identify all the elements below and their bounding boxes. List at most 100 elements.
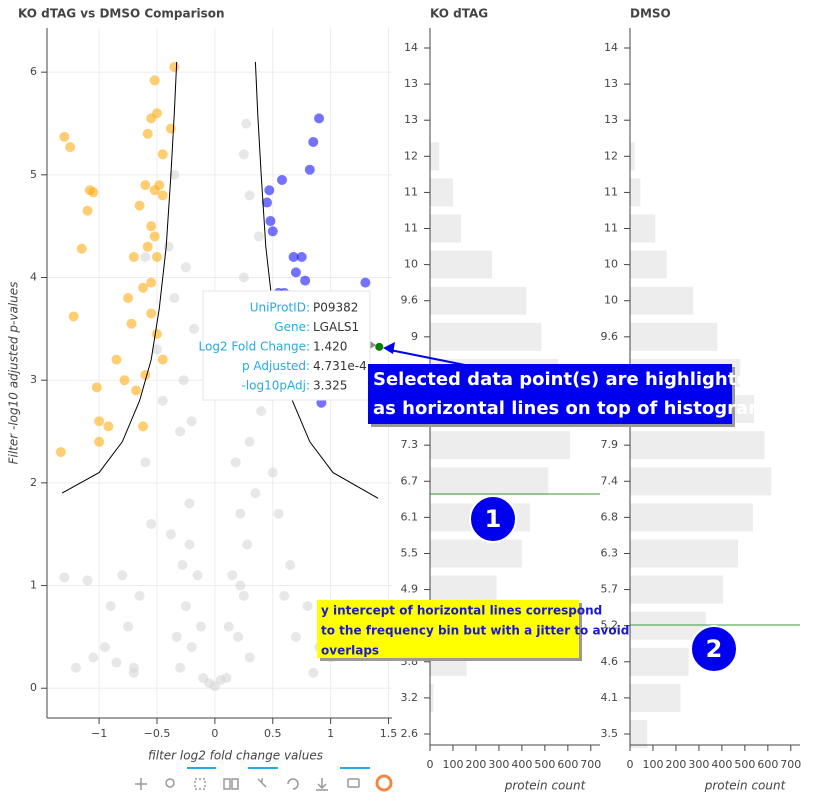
point <box>169 169 180 180</box>
chart-title: DMSO <box>630 7 671 21</box>
point <box>59 131 70 142</box>
y-tick-label: 4.1 <box>601 691 619 704</box>
point <box>169 62 180 73</box>
point <box>244 436 255 447</box>
point <box>360 277 371 288</box>
point <box>142 128 153 139</box>
point <box>180 262 191 273</box>
hover-tool[interactable] <box>347 778 360 788</box>
point <box>267 226 278 237</box>
point <box>253 231 264 242</box>
bar <box>630 322 718 351</box>
x-tick-label: −0.5 <box>144 727 171 740</box>
bar <box>630 575 724 604</box>
point <box>157 395 168 406</box>
x-tick-label: 300 <box>688 758 709 771</box>
point <box>288 251 299 262</box>
point <box>128 662 139 673</box>
y-tick-label: 11 <box>404 185 418 198</box>
y-tick-label: 9 <box>411 330 418 343</box>
y-tick-label: 14 <box>404 41 418 54</box>
badge-label: 1 <box>485 505 502 533</box>
tooltip-value: 4.731e-4 <box>313 359 367 373</box>
point <box>267 467 278 478</box>
x-tick-label: 600 <box>757 758 778 771</box>
point <box>180 601 191 612</box>
tap-tool[interactable] <box>257 778 267 788</box>
point <box>175 426 186 437</box>
x-axis-label: protein count <box>704 779 787 793</box>
y-tick-label: 13 <box>604 113 618 126</box>
reset-tool[interactable] <box>287 778 299 790</box>
y-tick-label: 2 <box>30 476 37 489</box>
bokeh-logo[interactable] <box>375 774 393 792</box>
point <box>242 539 253 550</box>
y-tick-label: 12 <box>404 149 418 162</box>
point <box>88 652 99 663</box>
y-tick-label: 13 <box>404 113 418 126</box>
x-tick-label: 0 <box>427 758 434 771</box>
x-tick-label: 0 <box>211 727 218 740</box>
bar <box>430 467 549 496</box>
point <box>140 457 151 468</box>
bar <box>630 250 667 279</box>
point <box>68 311 79 322</box>
point <box>151 251 162 262</box>
y-tick-label: 6.1 <box>401 510 419 523</box>
threshold-curve <box>61 61 178 494</box>
point <box>138 282 149 293</box>
y-tick-label: 5.5 <box>401 546 419 559</box>
y-axis-label: Filter -log10 adjusted p-values <box>7 282 21 465</box>
point <box>88 187 99 198</box>
point <box>146 308 157 319</box>
point <box>304 164 315 175</box>
point <box>184 539 195 550</box>
zoom-tool[interactable] <box>165 778 175 788</box>
point <box>273 508 284 519</box>
x-tick-label: 500 <box>534 758 555 771</box>
y-tick-label: 7.4 <box>601 474 619 487</box>
save-tool[interactable] <box>316 778 328 791</box>
bar <box>430 683 434 712</box>
callout-arrowhead <box>383 342 395 354</box>
selected-point <box>375 342 384 351</box>
point <box>227 570 238 581</box>
point <box>151 108 162 119</box>
x-tick-label: −1 <box>91 727 107 740</box>
badge-label: 2 <box>706 635 723 663</box>
bar <box>430 214 462 243</box>
point <box>308 667 319 678</box>
box-select-tool[interactable] <box>194 778 206 790</box>
point <box>244 652 255 663</box>
point <box>163 241 174 252</box>
pan-tool[interactable] <box>135 778 147 790</box>
point <box>70 662 81 673</box>
point <box>241 118 252 129</box>
point <box>285 560 296 571</box>
point <box>290 631 301 642</box>
point <box>314 113 325 124</box>
x-axis-label: filter log2 fold change values <box>148 749 323 763</box>
callout-text: as horizontal lines on top of histogram <box>373 398 767 419</box>
note-text: overlaps <box>321 644 379 658</box>
lasso-tool[interactable] <box>223 778 239 790</box>
x-tick-label: 300 <box>488 758 509 771</box>
note-text: y intercept of horizontal lines correspo… <box>321 604 602 618</box>
tooltip <box>202 290 371 401</box>
badge <box>469 495 517 543</box>
y-tick-label: 0 <box>30 681 37 694</box>
point <box>140 251 151 262</box>
bar <box>430 178 453 207</box>
point <box>186 642 197 653</box>
y-tick-label: 5.7 <box>601 583 619 596</box>
point <box>184 498 195 509</box>
point <box>149 231 160 242</box>
bar <box>430 250 493 279</box>
bar <box>630 286 694 315</box>
point <box>103 421 114 432</box>
point <box>94 436 105 447</box>
y-tick-label: 4.6 <box>601 655 619 668</box>
y-tick-label: 6 <box>30 65 37 78</box>
bar <box>430 575 497 604</box>
